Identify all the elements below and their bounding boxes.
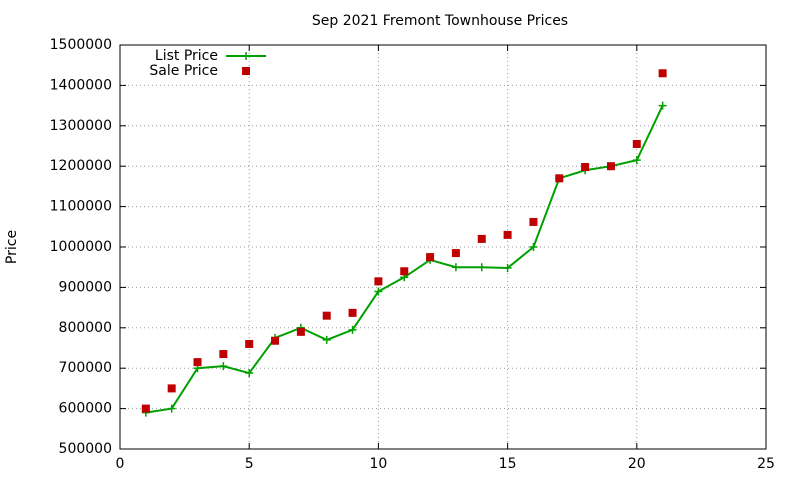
data-point [348,308,357,317]
data-point [322,335,331,344]
data-point [606,162,615,171]
data-point [141,404,150,413]
data-point [581,163,590,172]
data-point [477,234,486,243]
legend-label: List Price [155,48,218,64]
y-tick-label: 1300000 [50,118,112,134]
x-tick-label: 20 [628,456,646,472]
data-point [555,174,564,183]
x-tick-label: 5 [245,456,254,472]
data-point [245,339,254,348]
data-point [348,325,357,334]
data-point [477,263,486,272]
data-point [271,336,280,345]
y-tick-label: 1200000 [50,158,112,174]
data-point [529,243,538,251]
data-point [374,277,383,286]
legend-swatch [242,52,250,60]
data-point [426,253,435,262]
legend-swatch [242,67,250,75]
y-tick-label: 1400000 [50,77,112,93]
y-tick-label: 800000 [59,320,112,336]
y-tick-label: 500000 [59,441,112,457]
data-point [245,369,254,378]
x-tick-label: 0 [116,456,125,472]
y-tick-label: 1000000 [50,239,112,255]
y-tick-label: 1100000 [50,199,112,215]
data-point [219,362,228,371]
data-point [451,263,460,272]
data-point [167,404,176,413]
data-point [503,230,512,239]
data-point [632,156,641,165]
data-point [529,217,538,226]
data-point [374,287,383,296]
x-tick-label: 25 [757,456,775,472]
data-point [451,249,460,258]
y-tick-label: 900000 [59,279,112,295]
data-point [296,327,305,336]
data-point [658,69,667,78]
plot-frame [119,44,767,450]
data-point [658,101,667,110]
x-tick-label: 15 [499,456,517,472]
y-tick-label: 700000 [59,360,112,376]
x-tick-label: 10 [369,456,387,472]
legend-label: Sale Price [149,63,218,79]
data-point [219,350,228,359]
data-point [400,267,409,276]
y-tick-label: 1500000 [50,37,112,53]
data-point [632,139,641,148]
y-axis-label: Price [4,230,20,264]
y-tick-label: 600000 [59,401,112,417]
data-point [167,384,176,393]
data-point [503,264,512,273]
data-point [193,358,202,367]
chart-title: Sep 2021 Fremont Townhouse Prices [312,13,568,29]
data-point [322,311,331,320]
